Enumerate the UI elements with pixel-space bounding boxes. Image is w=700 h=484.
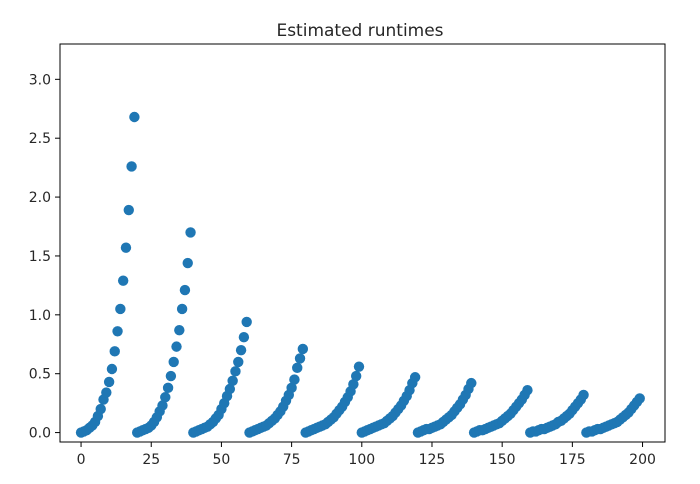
data-point (233, 356, 244, 368)
y-tick-label: 2.5 (29, 131, 51, 147)
data-point (409, 372, 421, 383)
data-point (224, 383, 236, 395)
x-tick-label: 0 (77, 452, 86, 468)
y-tick-label: 1.0 (29, 308, 51, 324)
x-tick-label: 25 (142, 452, 160, 468)
data-point (522, 384, 533, 396)
data-point (353, 361, 365, 372)
data-point (126, 161, 137, 172)
data-point (235, 344, 247, 356)
data-point (101, 387, 112, 398)
y-axis: 0.0 0.5 1.0 1.5 2.0 2.5 3.0 (29, 72, 60, 442)
data-point (185, 227, 196, 238)
data-point (168, 356, 179, 368)
y-tick-label: 1.5 (29, 249, 51, 265)
data-point (109, 346, 120, 357)
x-tick-label: 100 (348, 452, 375, 468)
chart-title: Estimated runtimes (276, 21, 443, 41)
data-point (120, 242, 132, 253)
x-axis: 0 25 50 75 100 125 150 175 200 (77, 442, 656, 468)
data-point (106, 363, 118, 375)
data-point (176, 303, 188, 315)
data-point (466, 377, 477, 389)
x-tick-label: 175 (559, 452, 586, 468)
data-point (171, 341, 182, 352)
data-point (103, 376, 115, 388)
data-point (286, 382, 297, 394)
x-tick-label: 50 (213, 452, 231, 468)
y-tick-label: 2.0 (29, 190, 51, 206)
data-point (289, 374, 300, 385)
x-tick-label: 150 (489, 452, 516, 468)
y-tick-label: 0.0 (29, 426, 51, 442)
data-point (162, 382, 174, 394)
data-point (115, 303, 126, 315)
data-point (634, 393, 645, 404)
data-point (112, 326, 123, 337)
data-point (165, 370, 177, 382)
data-point (160, 392, 171, 403)
data-point (174, 324, 185, 336)
scatter-points (75, 111, 645, 438)
plot-frame (59, 43, 666, 443)
data-point (292, 362, 303, 374)
data-point (238, 332, 250, 343)
data-point (241, 316, 252, 328)
x-tick-label: 75 (283, 452, 301, 468)
y-tick-label: 3.0 (29, 72, 51, 88)
data-point (117, 275, 129, 286)
data-point (294, 353, 306, 364)
data-point (179, 284, 191, 296)
x-tick-label: 125 (419, 452, 446, 468)
data-point (297, 343, 309, 355)
data-point (182, 257, 193, 269)
data-point (157, 400, 168, 411)
data-point (129, 111, 140, 123)
data-point (227, 375, 238, 386)
data-point (350, 370, 362, 382)
x-tick-label: 200 (629, 452, 656, 468)
y-tick-label: 0.5 (29, 367, 51, 383)
data-point (348, 379, 359, 390)
data-point (123, 204, 134, 216)
data-point (230, 366, 241, 377)
data-point (95, 403, 106, 415)
data-point (578, 389, 589, 401)
